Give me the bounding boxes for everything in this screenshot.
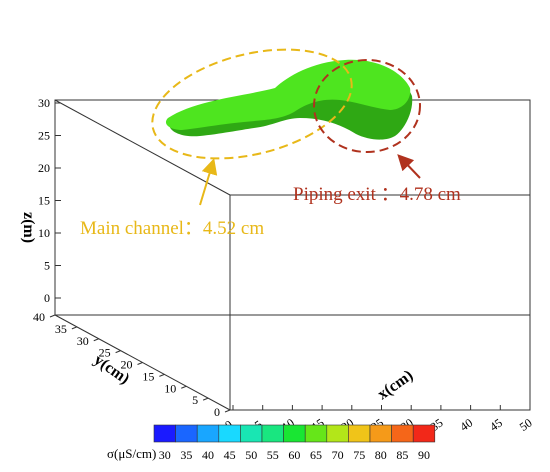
colorbar-swatch [412, 424, 436, 443]
colorbar-swatch [196, 424, 220, 443]
y-tick-mark [93, 338, 99, 342]
x-axis-label: x(cm) [375, 367, 417, 403]
y-tick-mark [49, 314, 56, 318]
main-channel-arrow [199, 158, 218, 206]
colorbar-tick-label: 75 [353, 448, 365, 462]
colorbar: 30 35 40 45 50 55 60 65 70 75 80 85 90 [153, 424, 436, 462]
y-tick-mark [137, 362, 143, 365]
y-tick-label: 30 [77, 334, 89, 348]
colorbar-tick-label: 40 [202, 448, 214, 462]
z-tick-label: 5 [44, 259, 50, 273]
piping-exit-ellipse [313, 59, 421, 153]
main-channel-label: Main channel：4.52 cm [80, 218, 264, 239]
y-tick-label: 35 [55, 322, 67, 336]
z-tick-label: 10 [38, 226, 50, 240]
colorbar-tick-label: 70 [332, 448, 344, 462]
y-tick-label: 15 [142, 369, 154, 383]
z-tick-label: 0 [44, 291, 50, 305]
y-tick-label: 40 [33, 310, 45, 324]
colorbar-swatch [369, 424, 392, 443]
y-tick-mark [159, 373, 165, 377]
colorbar-tick-label: 30 [159, 448, 171, 462]
x-tick-label: 45 [487, 416, 505, 434]
y-tick-label: 10 [164, 381, 176, 395]
colorbar-tick-label: 85 [396, 448, 408, 462]
colorbar-swatch [391, 424, 414, 443]
colorbar-swatch [153, 424, 176, 443]
colorbar-swatch [348, 424, 371, 443]
y-tick-mark [202, 397, 209, 401]
colorbar-swatch [283, 424, 306, 443]
y-tick-label: 0 [214, 405, 220, 419]
z-tick-label: 20 [38, 161, 50, 175]
colorbar-swatch [261, 424, 284, 443]
z-tick-label: 30 [38, 96, 50, 110]
colorbar-swatch [326, 424, 349, 443]
x-tick-label: 50 [517, 416, 535, 434]
colorbar-label: σ(μS/cm) [107, 446, 156, 461]
colorbar-tick-label: 90 [418, 448, 430, 462]
z-axis-label: z(m) [20, 212, 37, 243]
x-tick-label: 40 [457, 416, 475, 434]
colorbar-tick-label: 55 [267, 448, 279, 462]
y-tick-mark [224, 409, 231, 413]
colorbar-tick-label: 35 [180, 448, 192, 462]
colorbar-tick-label: 45 [224, 448, 236, 462]
colorbar-swatch [175, 424, 198, 443]
colorbar-swatch [240, 424, 263, 443]
y-tick-label: 20 [121, 358, 133, 372]
box-back-face [54, 99, 531, 316]
colorbar-tick-label: 80 [375, 448, 387, 462]
channel-surface-top [165, 59, 411, 131]
z-tick-label: 25 [38, 129, 50, 143]
y-tick-label: 5 [192, 393, 198, 407]
piping-exit-label: Piping exit ：4.78 cm [293, 184, 461, 205]
colorbar-tick-label: 50 [245, 448, 257, 462]
colorbar-tick-label: 65 [310, 448, 322, 462]
y-tick-mark [71, 326, 78, 330]
z-tick-label: 15 [38, 194, 50, 208]
y-axis-ticks: 0 5 10 15 20 25 30 35 40 [33, 310, 231, 419]
main-channel-ellipse [151, 48, 353, 160]
piping-exit-arrow [397, 154, 421, 179]
y-tick-mark [181, 385, 187, 389]
y-tick-label: 25 [99, 346, 111, 360]
colorbar-swatch [218, 424, 241, 443]
y-tick-mark [115, 350, 121, 354]
z-axis-ticks: 0 5 10 15 20 25 30 [38, 96, 61, 305]
colorbar-swatch [304, 424, 328, 443]
box-front-face [229, 194, 531, 411]
box-edge-top-left [54, 99, 231, 196]
colorbar-tick-label: 60 [288, 448, 300, 462]
